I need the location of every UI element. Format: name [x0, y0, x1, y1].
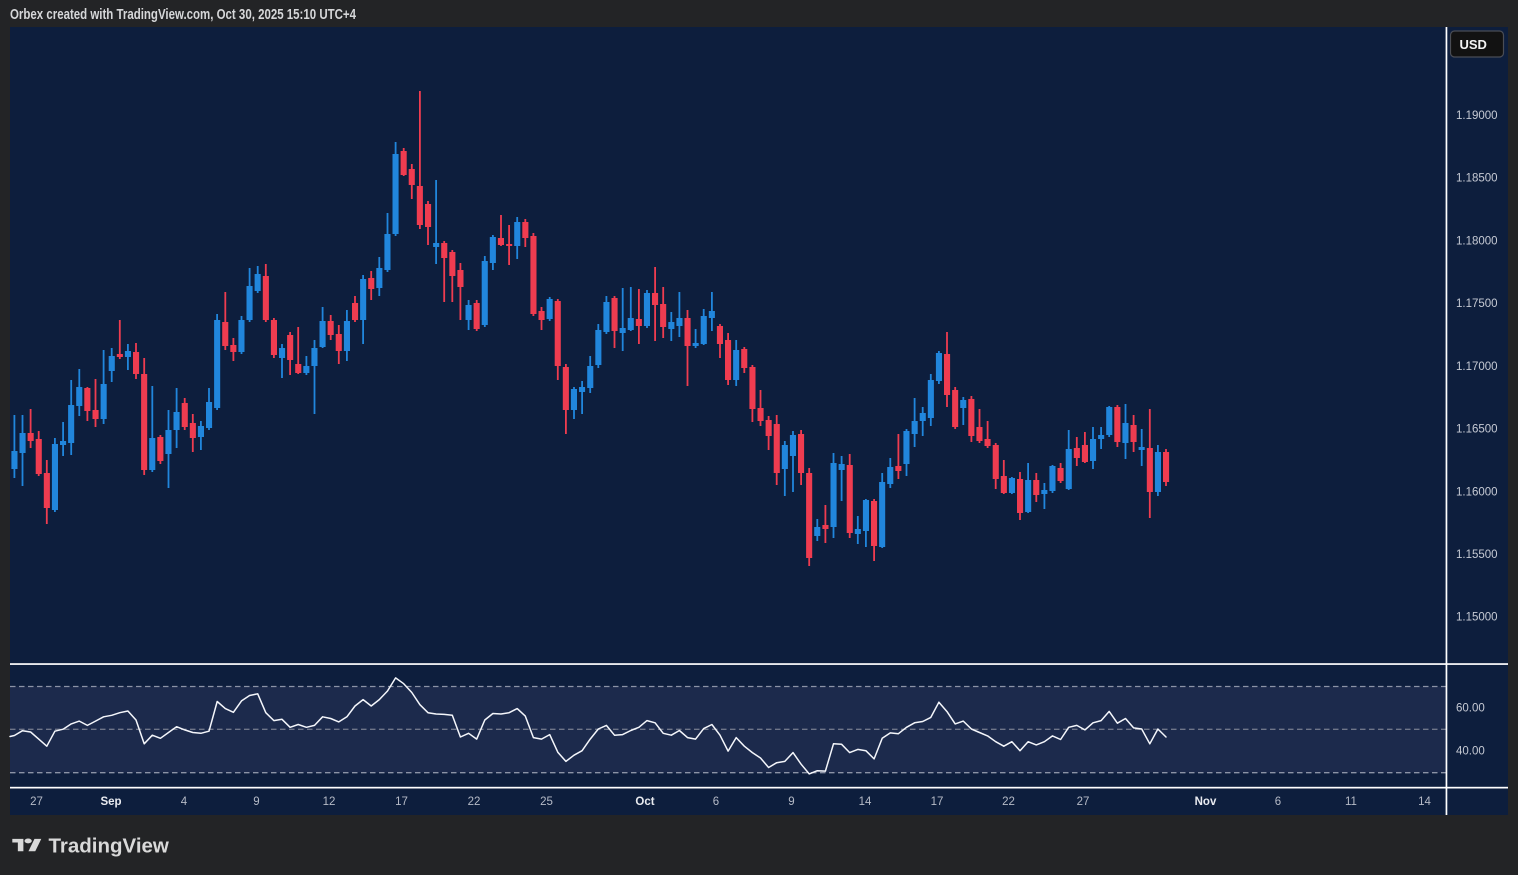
svg-text:1.16500: 1.16500 [1456, 424, 1498, 436]
svg-text:27: 27 [1077, 796, 1090, 808]
svg-text:Orbex created with TradingView: Orbex created with TradingView.com, Oct … [10, 7, 356, 23]
svg-text:TradingView: TradingView [49, 835, 169, 858]
svg-text:12: 12 [323, 796, 336, 808]
svg-text:22: 22 [1002, 796, 1015, 808]
svg-text:9: 9 [788, 796, 794, 808]
svg-text:9: 9 [253, 796, 259, 808]
svg-text:6: 6 [713, 796, 719, 808]
svg-text:17: 17 [931, 796, 944, 808]
svg-text:1.15500: 1.15500 [1456, 549, 1498, 561]
svg-text:6: 6 [1275, 796, 1281, 808]
svg-text:1.18500: 1.18500 [1456, 173, 1498, 185]
svg-text:1.15000: 1.15000 [1456, 612, 1498, 624]
svg-text:1.17000: 1.17000 [1456, 361, 1498, 373]
svg-text:Sep: Sep [100, 796, 121, 808]
svg-text:40.00: 40.00 [1456, 746, 1485, 758]
svg-text:11: 11 [1345, 796, 1357, 808]
svg-text:14: 14 [859, 796, 872, 808]
svg-text:25: 25 [540, 796, 553, 808]
svg-text:Oct: Oct [635, 796, 654, 808]
svg-text:1.17500: 1.17500 [1456, 298, 1498, 310]
svg-text:4: 4 [181, 796, 188, 808]
svg-text:60.00: 60.00 [1456, 703, 1485, 715]
svg-text:1.18000: 1.18000 [1456, 235, 1498, 247]
svg-text:27: 27 [30, 796, 43, 808]
svg-text:22: 22 [468, 796, 481, 808]
svg-text:USD: USD [1460, 37, 1487, 52]
svg-text:1.16000: 1.16000 [1456, 486, 1498, 498]
svg-text:14: 14 [1418, 796, 1431, 808]
svg-text:1.19000: 1.19000 [1456, 110, 1498, 122]
svg-text:Nov: Nov [1195, 796, 1217, 808]
svg-text:17: 17 [395, 796, 408, 808]
